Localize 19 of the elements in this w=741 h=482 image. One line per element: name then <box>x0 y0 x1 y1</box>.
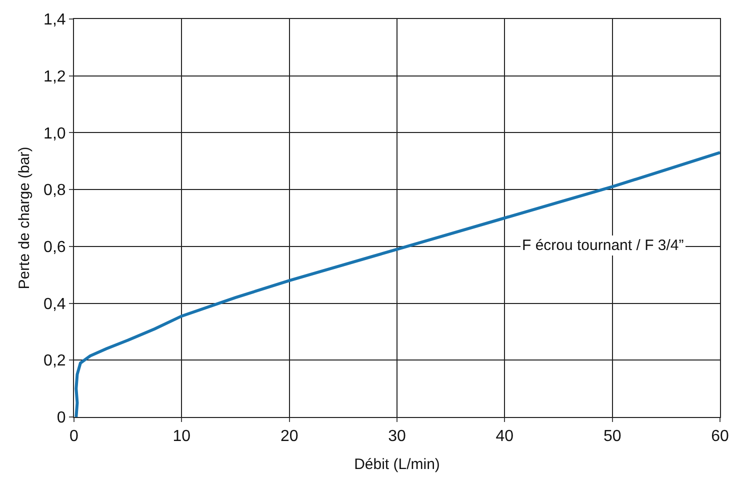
x-axis-title: Débit (L/min) <box>354 456 440 474</box>
y-tick-label: 1,4 <box>44 12 66 29</box>
y-tick-label: 0,6 <box>44 239 66 256</box>
y-tick-label: 0,8 <box>44 182 66 200</box>
x-tick-label: 50 <box>603 428 622 446</box>
y-tick-label: 1,0 <box>44 125 66 142</box>
x-tick-label: 0 <box>70 428 79 446</box>
y-tick-label: 0 <box>56 410 66 427</box>
series-label: F écrou tournant / F 3/4” <box>522 237 684 254</box>
x-tick-label: 10 <box>172 428 191 446</box>
y-tick-label: 1,2 <box>44 68 66 86</box>
line-series <box>74 151 720 417</box>
y-axis-title: Perte de charge (bar) <box>16 146 33 290</box>
x-tick-label: 60 <box>711 428 729 446</box>
y-tick-label: 0,4 <box>44 296 66 313</box>
x-tick-label: 20 <box>280 428 298 446</box>
y-tick-label: 0,2 <box>44 352 66 370</box>
x-tick-label: 40 <box>496 428 514 446</box>
x-tick-label: 30 <box>388 428 406 446</box>
